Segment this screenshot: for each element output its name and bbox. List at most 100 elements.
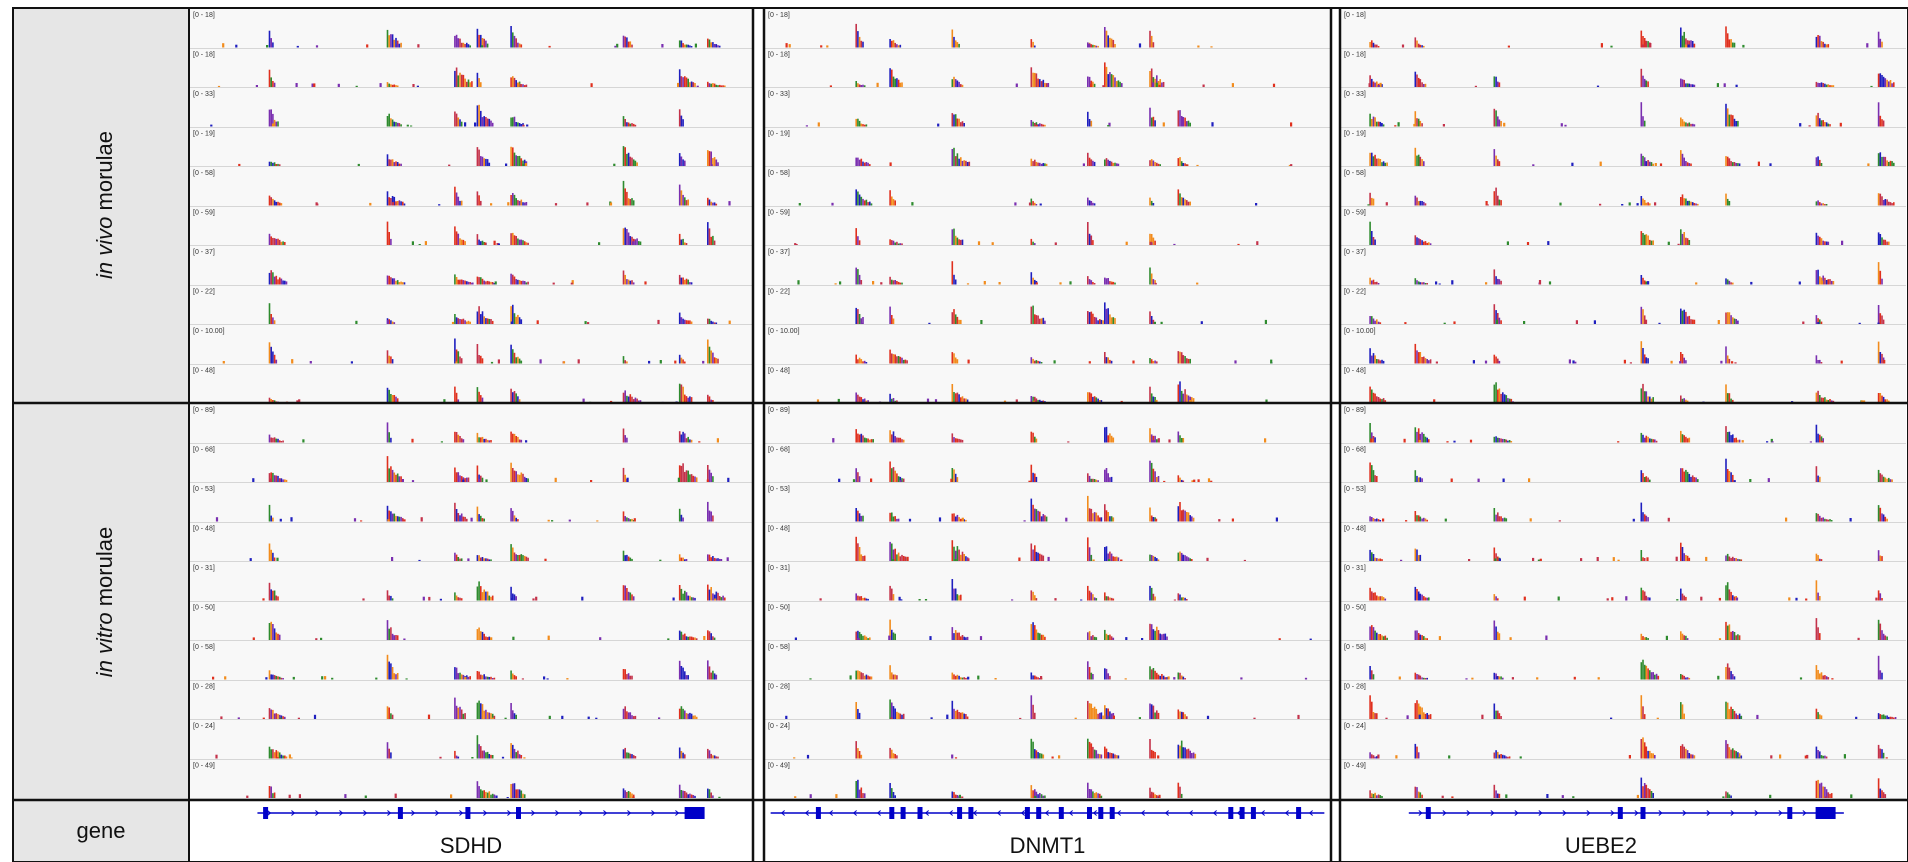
coverage-bar	[386, 422, 389, 443]
coverage-bar	[1688, 163, 1691, 166]
coverage-bar	[956, 118, 959, 127]
coverage-bar	[1372, 470, 1375, 482]
coverage-bar	[963, 554, 965, 561]
coverage-bar	[467, 79, 470, 87]
coverage-bar	[870, 478, 873, 482]
coverage-bar	[1047, 83, 1050, 87]
coverage-bar	[1087, 152, 1089, 166]
strand-arrow	[1802, 810, 1807, 816]
coverage-bar	[1369, 42, 1371, 48]
coverage-bar	[1889, 716, 1892, 719]
coverage-bar	[491, 717, 495, 719]
coverage-bar	[806, 754, 810, 759]
coverage-bar	[1819, 202, 1821, 206]
coverage-bar	[1815, 553, 1818, 561]
coverage-bar	[1371, 197, 1373, 206]
coverage-bar	[460, 438, 463, 443]
coverage-bar	[1495, 710, 1497, 719]
coverage-bar	[1863, 400, 1866, 403]
coverage-bar	[1690, 40, 1692, 48]
track-range-label: [0 - 48]	[193, 526, 215, 533]
track-background	[1341, 404, 1906, 444]
coverage-bar	[1093, 749, 1096, 759]
coverage-bar	[1419, 79, 1422, 87]
coverage-bar	[1154, 360, 1156, 364]
coverage-bar	[360, 520, 363, 522]
coverage-bar	[888, 635, 891, 640]
coverage-bar	[953, 114, 955, 127]
coverage-bar	[525, 282, 528, 285]
coverage-bar	[1829, 519, 1831, 522]
coverage-bar	[547, 519, 550, 522]
coverage-bar	[1156, 795, 1158, 798]
coverage-bar	[309, 361, 312, 364]
exon-block	[263, 807, 269, 819]
coverage-bar	[1506, 241, 1509, 245]
coverage-bar	[1500, 200, 1502, 206]
coverage-bar	[1374, 393, 1376, 403]
coverage-bar	[627, 41, 630, 48]
coverage-bar	[1424, 203, 1427, 206]
coverage-bar	[1815, 513, 1818, 522]
coverage-bar	[1612, 557, 1615, 561]
coverage-bar	[1500, 320, 1502, 324]
coverage-bar	[1416, 674, 1418, 680]
coverage-bar	[488, 318, 491, 324]
coverage-bar	[1642, 75, 1644, 87]
coverage-bar	[493, 283, 496, 285]
coverage-bar	[1044, 82, 1046, 87]
coverage-bar	[1654, 202, 1657, 206]
coverage-bar	[517, 156, 519, 166]
coverage-bar	[488, 712, 491, 719]
coverage-bar	[1150, 316, 1153, 324]
coverage-bar	[632, 596, 635, 601]
coverage-bar	[277, 438, 279, 443]
coverage-bar	[689, 82, 691, 87]
coverage-bar	[1879, 38, 1882, 48]
coverage-bar	[1497, 556, 1499, 561]
track-vitro-SDHD-10: [0 - 49]	[190, 759, 752, 800]
coverage-bar	[626, 122, 628, 127]
coverage-bar	[1369, 666, 1371, 680]
coverage-bar	[1037, 360, 1039, 364]
coverage-bar	[1680, 395, 1682, 403]
coverage-bar	[462, 239, 465, 245]
coverage-bar	[1104, 302, 1106, 324]
coverage-bar	[1693, 319, 1696, 324]
coverage-bar	[1495, 310, 1497, 324]
coverage-bar	[1243, 559, 1246, 561]
coverage-bar	[277, 163, 279, 166]
coverage-bar	[1725, 426, 1727, 443]
coverage-bar	[857, 472, 859, 482]
coverage-bar	[1680, 468, 1682, 482]
coverage-bar	[525, 84, 528, 87]
coverage-bar	[469, 676, 471, 680]
coverage-bar	[454, 338, 456, 364]
coverage-bar	[440, 441, 443, 443]
coverage-bar	[855, 670, 857, 680]
exon-block	[968, 807, 974, 819]
coverage-bar	[1817, 779, 1819, 798]
track-vitro-SDHD-7: [0 - 58]	[190, 641, 752, 681]
coverage-bar	[918, 599, 921, 601]
coverage-bar	[829, 85, 832, 87]
coverage-bar	[1497, 437, 1499, 443]
coverage-bar	[470, 517, 473, 522]
coverage-bar	[1821, 280, 1824, 285]
coverage-bar	[1039, 678, 1041, 680]
coverage-bar	[1426, 283, 1428, 285]
coverage-bar	[460, 239, 463, 245]
coverage-bar	[1374, 239, 1376, 245]
coverage-bar	[460, 121, 463, 127]
coverage-bar	[512, 744, 514, 759]
coverage-bar	[486, 439, 489, 443]
coverage-bar	[1180, 711, 1183, 719]
coverage-bar	[1037, 124, 1039, 127]
coverage-bar	[1112, 39, 1115, 48]
coverage-bar	[680, 277, 683, 285]
coverage-bar	[963, 636, 965, 640]
coverage-bar	[1825, 84, 1828, 87]
track-range-label: [0 - 28]	[193, 684, 215, 691]
coverage-bar	[717, 358, 719, 364]
coverage-bar	[891, 40, 893, 48]
